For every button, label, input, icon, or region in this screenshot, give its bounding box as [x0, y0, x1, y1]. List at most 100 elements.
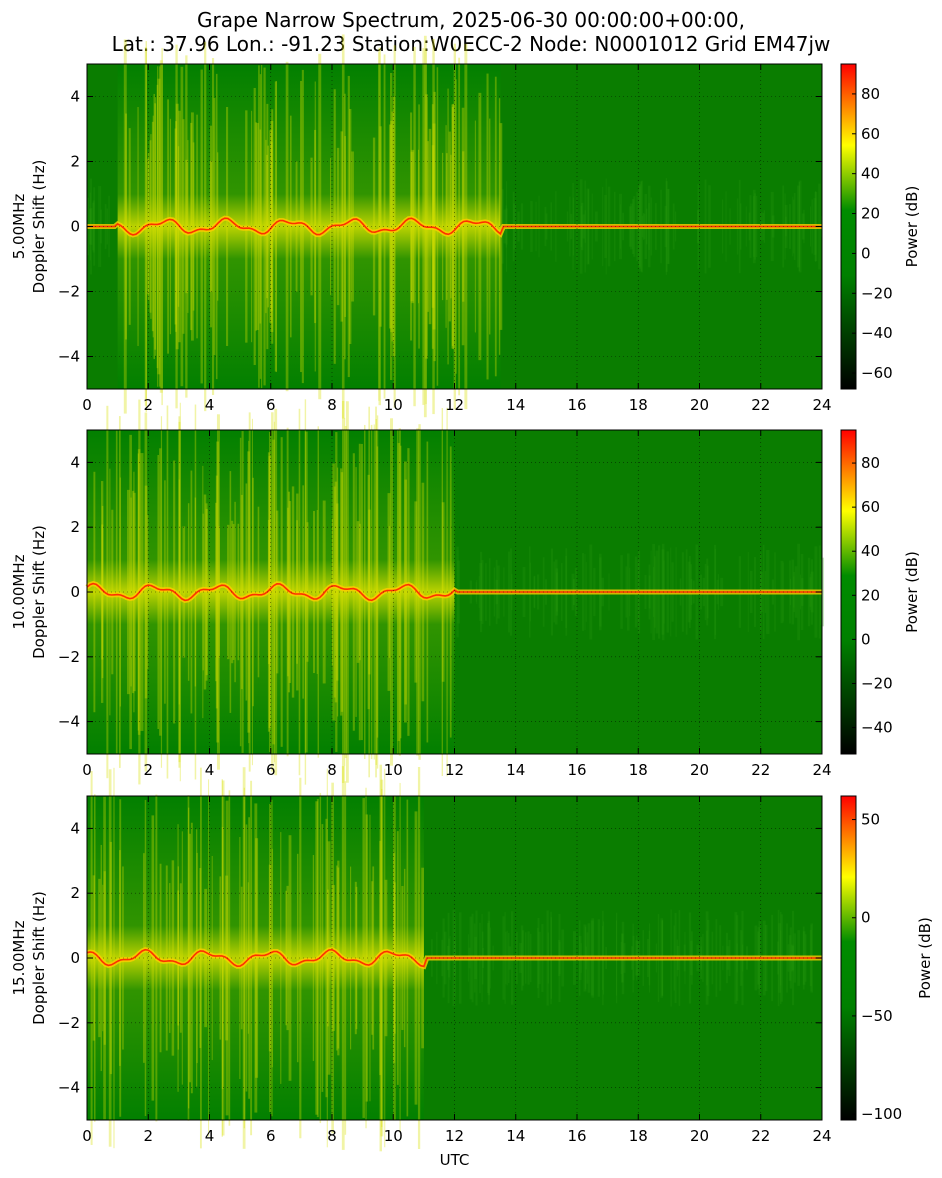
x-tick-label: 22 — [751, 761, 770, 779]
x-tick-label: 8 — [327, 396, 337, 414]
y-tick-label: 0 — [70, 218, 80, 236]
colorbar-tick-label: 20 — [861, 586, 880, 604]
spectrogram-streak — [337, 867, 340, 1049]
colorbar-tick-label: 60 — [861, 125, 880, 143]
spectrogram-streak — [132, 490, 135, 694]
colorbar-tick-label: 80 — [861, 454, 880, 472]
spectrogram-streak — [344, 425, 347, 759]
spectrogram-streak — [93, 794, 96, 1122]
spectrogram-streak — [243, 787, 245, 1129]
y-axis-label-freq: 15.00MHz — [10, 920, 28, 995]
spectrogram-streak — [204, 888, 208, 1028]
spectrogram-streak — [119, 477, 121, 707]
y-axis-label-freq: 10.00MHz — [10, 554, 28, 629]
colorbar-tick-label: 0 — [861, 909, 871, 927]
y-tick-label: 4 — [70, 453, 80, 471]
spectrogram-streak — [333, 486, 336, 698]
spectrogram-streak — [216, 414, 220, 770]
spectrogram-streak — [821, 557, 825, 627]
spectrogram-streak — [383, 54, 386, 399]
spectrogram-streak — [317, 426, 320, 758]
x-tick-label: 2 — [143, 396, 153, 414]
spectrogram-streak — [403, 461, 407, 723]
spectrogram-streak — [248, 412, 251, 772]
spectrogram-streak — [109, 841, 113, 1075]
spectrogram-streak — [392, 96, 395, 357]
spectrogram-streak — [260, 64, 263, 389]
x-tick-label: 24 — [812, 761, 831, 779]
spectrogram-streak — [251, 418, 253, 766]
spectrogram-streak — [208, 779, 210, 1137]
spectrogram-streak — [368, 509, 371, 675]
x-tick-label: 10 — [384, 396, 403, 414]
colorbar-tick-label: −50 — [861, 1007, 893, 1025]
spectrogram-streak — [393, 45, 396, 408]
spectrogram-streak — [195, 829, 198, 1087]
spectrogram-streak — [167, 99, 169, 354]
spectrogram-streak — [144, 799, 147, 1117]
colorbar-tick-label: 0 — [861, 630, 871, 648]
y-tick-label: −2 — [58, 1014, 80, 1032]
x-tick-label: 16 — [567, 1127, 586, 1145]
spectrogram-streak — [128, 128, 131, 325]
x-tick-label: 0 — [82, 761, 92, 779]
x-tick-label: 16 — [567, 761, 586, 779]
spectrogram-streak — [403, 868, 406, 1048]
spectrogram-streak — [368, 406, 370, 778]
x-tick-label: 10 — [384, 761, 403, 779]
spectrogram-streak — [464, 43, 468, 410]
spectrogram-streak — [200, 69, 203, 384]
spectrogram-streak — [367, 474, 370, 710]
x-tick-label: 20 — [690, 761, 709, 779]
x-tick-label: 2 — [143, 1127, 153, 1145]
spectrogram-streak — [352, 453, 355, 731]
spectrogram-streak — [144, 485, 148, 699]
colorbar-tick-label: 0 — [861, 244, 871, 262]
spectrogram-streak — [273, 421, 275, 763]
y-tick-label: 2 — [70, 884, 80, 902]
x-tick-label: 6 — [266, 396, 276, 414]
spectrogram-streak — [280, 832, 282, 1084]
spectrogram-streak — [373, 424, 375, 760]
spectrogram-streak — [365, 787, 367, 1129]
spectrogram-streak — [268, 864, 272, 1052]
spectrogram-streak — [379, 764, 383, 1152]
spectrogram-streak — [451, 106, 454, 347]
spectrogram-streak — [381, 788, 383, 1128]
y-tick-label: 4 — [70, 88, 80, 106]
chart-title-line2: Lat.: 37.96 Lon.: -91.23 Station:W0ECC-2… — [111, 32, 831, 56]
spectrogram-streak — [216, 441, 220, 743]
spectrogram-streak — [300, 80, 303, 373]
spectrogram-streak — [240, 886, 243, 1030]
spectrogram-streak — [365, 814, 369, 1102]
spectrogram-streak — [185, 55, 188, 398]
spectrogram-streak — [275, 80, 277, 373]
spectrogram-streak — [380, 779, 384, 1137]
spectrogram-streak — [336, 467, 339, 717]
spectrogram-streak — [247, 451, 250, 733]
colorbar-tick-label: −40 — [861, 324, 893, 342]
spectrogram-streak — [271, 412, 274, 772]
colorbar-tick-label: −20 — [861, 284, 893, 302]
spectrogram-streak — [393, 853, 396, 1063]
colorbar-tick-label: 50 — [861, 811, 880, 829]
spectrogram-streak — [126, 489, 130, 695]
spectrogram-streak — [259, 129, 262, 324]
spectrogram-streak — [336, 865, 338, 1051]
y-tick-label: −4 — [58, 348, 80, 366]
spectrogram-streak — [378, 52, 380, 401]
chart-title-line1: Grape Narrow Spectrum, 2025-06-30 00:00:… — [197, 8, 745, 32]
spectrogram-streak — [334, 481, 338, 703]
x-tick-label: 18 — [629, 761, 648, 779]
spectrogram-streak — [349, 109, 352, 344]
spectrogram-streak — [347, 75, 350, 378]
spectrogram-streak — [335, 432, 338, 752]
spectrogram-streak — [115, 430, 118, 754]
spectrogram-streak — [372, 137, 376, 316]
spectrogram-streak — [332, 885, 335, 1031]
spectrogram-streak — [258, 65, 260, 388]
spectrogram-streak — [159, 60, 163, 393]
spectrogram-streak — [304, 399, 307, 785]
spectrogram-streak — [393, 795, 396, 1121]
spectrogram-streak — [295, 161, 298, 292]
